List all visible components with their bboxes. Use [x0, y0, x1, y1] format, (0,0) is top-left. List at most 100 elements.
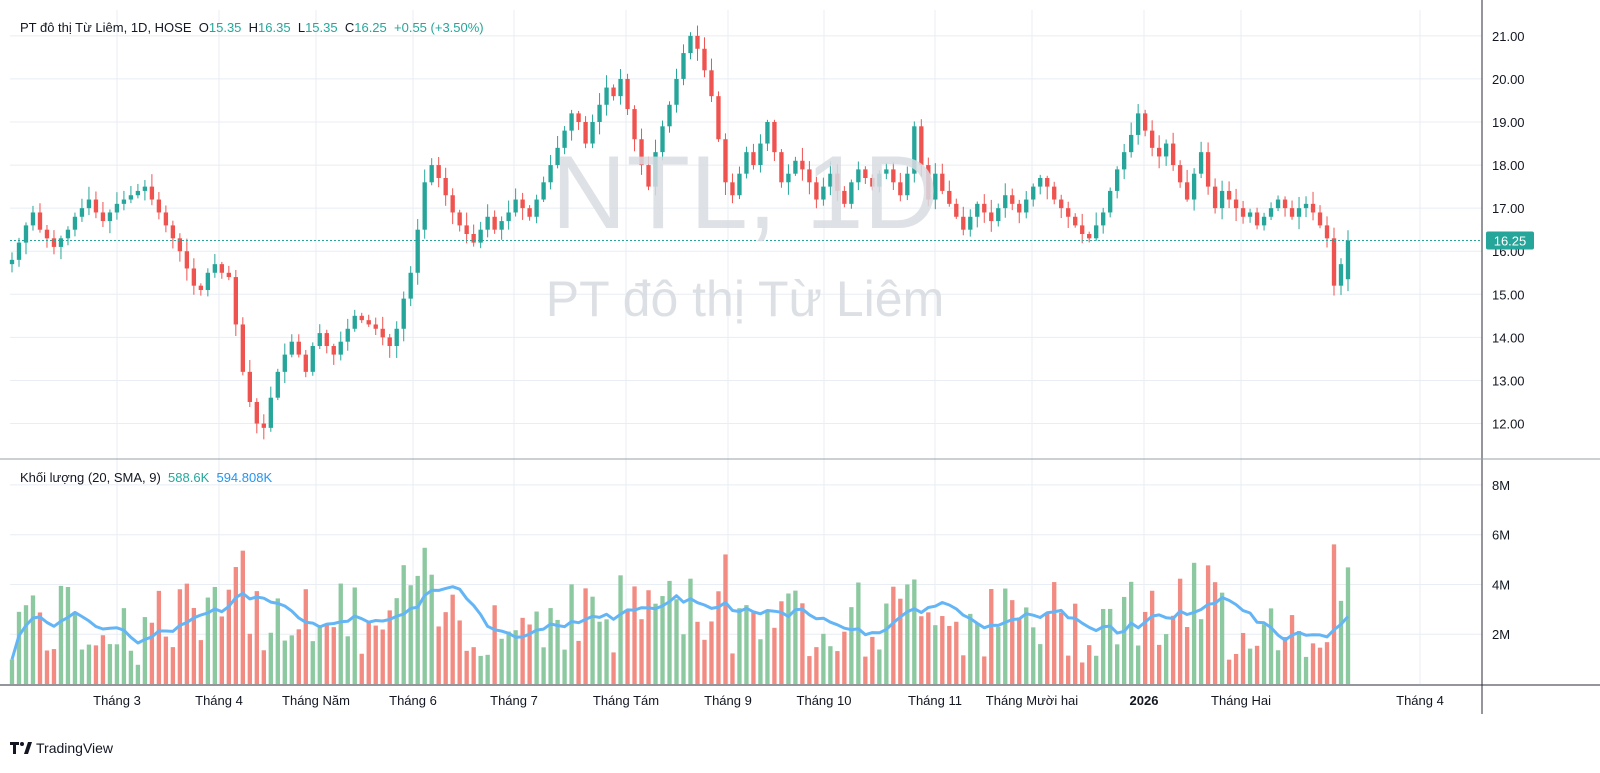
- volume-bar: [485, 654, 490, 684]
- volume-bar: [275, 598, 280, 684]
- volume-bar: [387, 610, 392, 684]
- volume-bar: [660, 596, 665, 684]
- candle-body: [1045, 178, 1050, 187]
- volume-bar: [632, 586, 637, 684]
- volume-bar: [1303, 656, 1309, 684]
- candle-body: [240, 324, 245, 372]
- candle-body: [562, 130, 567, 148]
- volume-bar: [905, 584, 910, 684]
- volume-bar: [604, 619, 609, 684]
- volume-bar: [1128, 581, 1134, 684]
- candle-body: [884, 169, 889, 174]
- volume-bar: [744, 605, 749, 684]
- volume-bar: [996, 626, 1001, 684]
- watermark-name: PT đô thị Từ Liêm: [546, 271, 944, 327]
- volume-bar: [898, 598, 903, 684]
- volume-bar: [520, 617, 525, 684]
- candle-body: [555, 147, 560, 166]
- volume-bar: [205, 597, 211, 684]
- volume-bar: [1191, 562, 1197, 684]
- candle-body: [1170, 143, 1176, 166]
- volume-bar: [247, 633, 252, 684]
- time-tick-label: Tháng 6: [389, 693, 437, 708]
- volume-bar: [1073, 603, 1078, 684]
- volume-bar: [912, 579, 917, 684]
- volume-bar: [450, 594, 455, 684]
- volume-bar: [310, 641, 315, 684]
- volume-bar: [128, 650, 134, 684]
- candle-body: [212, 264, 218, 273]
- volume-bar: [121, 608, 127, 684]
- time-tick-label: Tháng 3: [93, 693, 141, 708]
- volume-bar: [828, 646, 833, 684]
- volume-bar: [142, 617, 148, 684]
- candle-body: [765, 122, 770, 144]
- volume-bar: [254, 591, 259, 684]
- candle-body: [646, 165, 651, 187]
- volume-bar: [639, 619, 644, 684]
- volume-bar: [793, 590, 798, 684]
- low-key: L: [297, 20, 306, 35]
- volume-bar: [884, 603, 889, 684]
- volume-bar: [989, 589, 994, 684]
- candle-body: [1240, 208, 1246, 217]
- volume-bar: [1254, 645, 1260, 684]
- volume-bar: [1184, 627, 1190, 684]
- volume-bar: [317, 625, 322, 684]
- volume-bar: [1177, 578, 1183, 684]
- candle-body: [142, 186, 148, 191]
- volume-bar: [583, 588, 588, 684]
- candle-body: [618, 78, 623, 97]
- candle-body: [709, 70, 714, 97]
- volume-bar: [1345, 567, 1351, 684]
- volume-bar: [135, 664, 141, 684]
- volume-bar: [555, 619, 560, 684]
- volume-bar: [1087, 645, 1092, 684]
- candle-body: [219, 264, 225, 273]
- candle-body: [16, 242, 22, 260]
- volume-bar: [1310, 643, 1316, 684]
- candle-body: [72, 216, 78, 230]
- candle-body: [772, 122, 777, 153]
- time-tick-label: Tháng Năm: [282, 693, 350, 708]
- price-tick-label: 17.00: [1492, 201, 1525, 216]
- volume-bar: [114, 644, 120, 684]
- volume-bar: [72, 613, 78, 684]
- candle-body: [338, 341, 343, 355]
- candle-body: [170, 225, 176, 239]
- price-tick-label: 14.00: [1492, 330, 1525, 345]
- volume-bar: [1017, 617, 1022, 684]
- candle-body: [793, 160, 798, 174]
- tradingview-footer[interactable]: TradingView: [10, 740, 113, 756]
- volume-bar: [842, 631, 847, 684]
- volume-bar: [1052, 582, 1057, 684]
- volume-bar: [352, 587, 357, 684]
- volume-bar: [1108, 608, 1113, 684]
- volume-bar: [954, 621, 959, 684]
- candle-body: [1331, 238, 1337, 286]
- volume-bar: [982, 656, 987, 684]
- volume-bar: [1059, 612, 1064, 684]
- volume-bar: [1212, 582, 1218, 684]
- volume-bar: [786, 593, 791, 684]
- volume-bar: [366, 620, 371, 684]
- volume-bar: [814, 647, 819, 684]
- candle-body: [478, 229, 483, 243]
- volume-bar: [345, 636, 350, 684]
- volume-bar: [282, 640, 287, 684]
- volume-bar: [394, 598, 399, 684]
- volume-bar: [1101, 608, 1106, 684]
- candle-body: [863, 169, 868, 178]
- volume-bar: [58, 585, 64, 684]
- volume-bar: [1205, 565, 1211, 684]
- candle-body: [604, 87, 609, 105]
- volume-bar: [268, 632, 273, 684]
- time-tick-label: Tháng 4: [195, 693, 243, 708]
- candle-body: [1115, 169, 1120, 191]
- volume-bar: [807, 656, 812, 684]
- volume-bar: [1135, 645, 1141, 684]
- candle-body: [597, 104, 602, 122]
- candle-body: [1254, 212, 1260, 226]
